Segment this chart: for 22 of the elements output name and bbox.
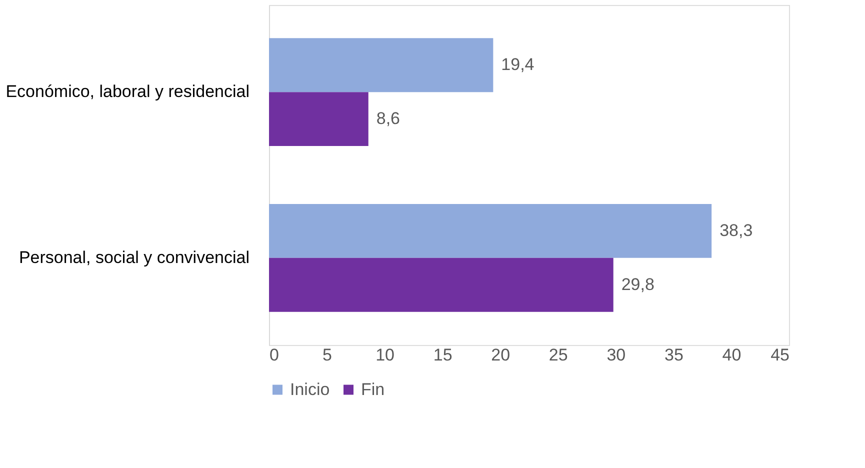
data-label: 19,4 (501, 55, 534, 74)
y-tick-label: Personal, social y convivencial (18, 248, 250, 267)
x-tick-label: 45 (770, 346, 790, 364)
x-tick-label: 0 (270, 346, 279, 364)
x-tick-label: 25 (548, 346, 568, 364)
bar (269, 92, 368, 146)
x-tick-label: 20 (491, 346, 510, 364)
bar (269, 258, 614, 312)
x-tick-label: 5 (322, 346, 332, 364)
data-label: 38,3 (720, 220, 753, 240)
y-tick-label: Económico, laboral y residencial (6, 82, 250, 102)
legend-label: Fin (361, 380, 385, 399)
x-tick-label: 15 (433, 346, 452, 364)
data-label: 8,6 (376, 109, 400, 128)
x-tick-label: 40 (722, 346, 742, 364)
legend-label: Inicio (290, 380, 330, 399)
x-tick-label: 30 (606, 346, 626, 364)
x-tick-label: 10 (376, 346, 395, 364)
bar (269, 38, 494, 92)
x-tick-label: 35 (664, 346, 684, 364)
data-label: 29,8 (621, 274, 654, 294)
bar (269, 204, 712, 258)
